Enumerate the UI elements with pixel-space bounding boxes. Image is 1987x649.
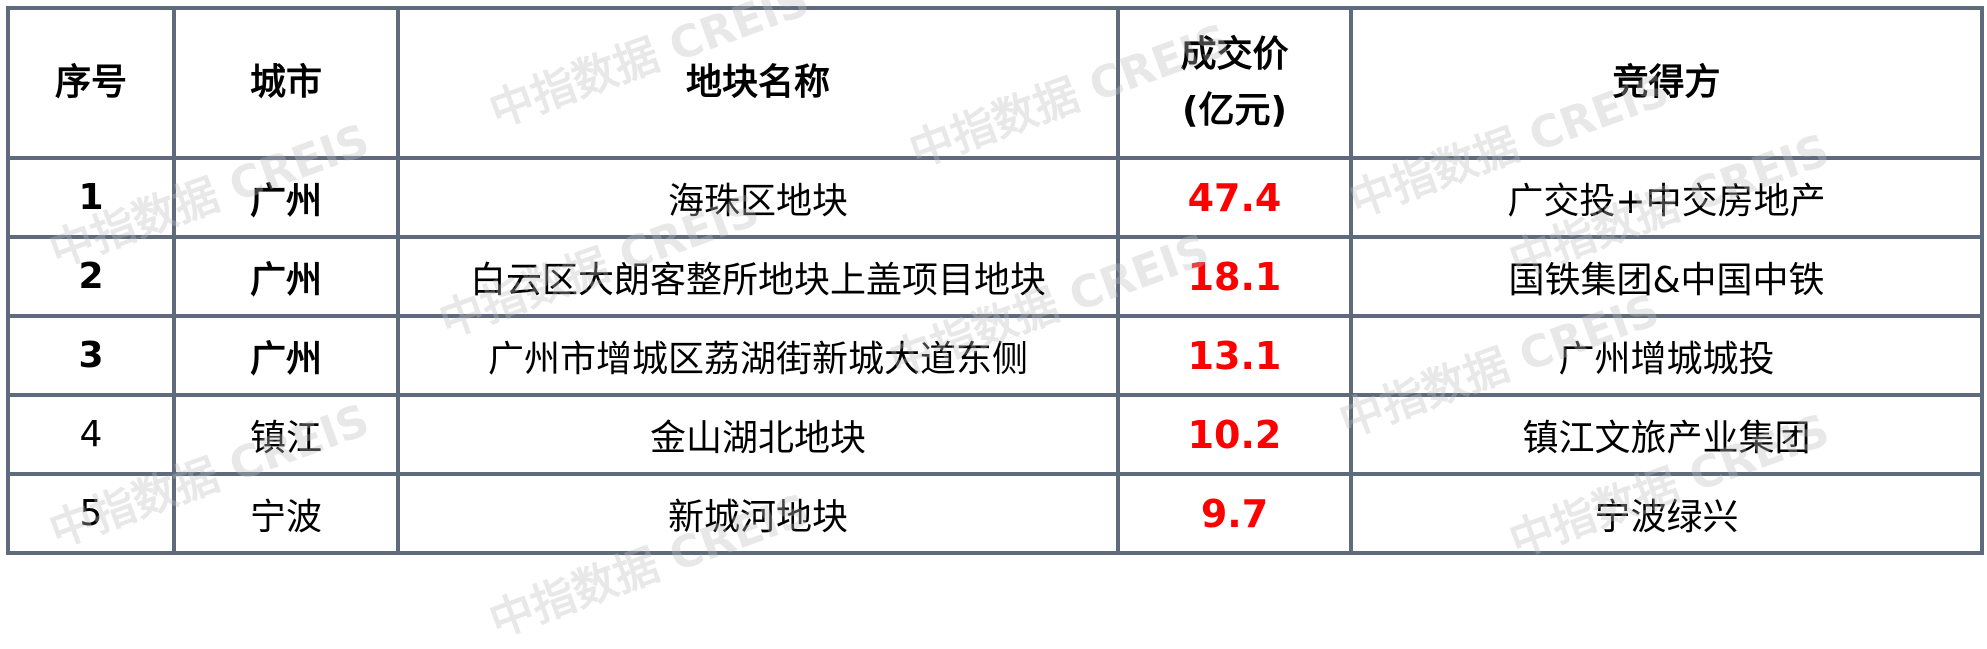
cell-city: 镇江 bbox=[172, 393, 400, 476]
cell-parcel: 新城河地块 bbox=[396, 472, 1120, 555]
cell-no: 3 bbox=[6, 314, 176, 397]
cell-no: 4 bbox=[6, 393, 176, 476]
cell-price: 13.1 bbox=[1116, 314, 1353, 397]
cell-parcel: 金山湖北地块 bbox=[396, 393, 1120, 476]
cell-price: 47.4 bbox=[1116, 156, 1353, 239]
table-row: 5 宁波 新城河地块 9.7 宁波绿兴 bbox=[6, 472, 1984, 555]
cell-no: 1 bbox=[6, 156, 176, 239]
cell-price: 18.1 bbox=[1116, 235, 1353, 318]
cell-city: 广州 bbox=[172, 156, 400, 239]
header-price-unit: (亿元) bbox=[1182, 90, 1287, 131]
cell-parcel: 白云区大朗客整所地块上盖项目地块 bbox=[396, 235, 1120, 318]
table-row: 2 广州 白云区大朗客整所地块上盖项目地块 18.1 国铁集团&中国中铁 bbox=[6, 235, 1984, 318]
cell-winner: 国铁集团&中国中铁 bbox=[1349, 235, 1984, 318]
cell-no: 2 bbox=[6, 235, 176, 318]
header-no: 序号 bbox=[6, 6, 176, 160]
cell-winner: 广州增城城投 bbox=[1349, 314, 1984, 397]
header-city: 城市 bbox=[172, 6, 400, 160]
cell-winner: 广交投+中交房地产 bbox=[1349, 156, 1984, 239]
header-row: 序号 城市 地块名称 成交价 (亿元) 竞得方 bbox=[6, 6, 1984, 160]
cell-no: 5 bbox=[6, 472, 176, 555]
table-row: 3 广州 广州市增城区荔湖街新城大道东侧 13.1 广州增城城投 bbox=[6, 314, 1984, 397]
header-parcel: 地块名称 bbox=[396, 6, 1120, 160]
header-winner: 竞得方 bbox=[1349, 6, 1984, 160]
cell-winner: 镇江文旅产业集团 bbox=[1349, 393, 1984, 476]
header-price: 成交价 (亿元) bbox=[1116, 6, 1353, 160]
header-price-label: 成交价 bbox=[1180, 34, 1289, 75]
cell-winner: 宁波绿兴 bbox=[1349, 472, 1984, 555]
table-row: 4 镇江 金山湖北地块 10.2 镇江文旅产业集团 bbox=[6, 393, 1984, 476]
cell-city: 宁波 bbox=[172, 472, 400, 555]
cell-parcel: 广州市增城区荔湖街新城大道东侧 bbox=[396, 314, 1120, 397]
cell-price: 9.7 bbox=[1116, 472, 1353, 555]
cell-city: 广州 bbox=[172, 314, 400, 397]
table-row: 1 广州 海珠区地块 47.4 广交投+中交房地产 bbox=[6, 156, 1984, 239]
cell-parcel: 海珠区地块 bbox=[396, 156, 1120, 239]
land-deals-table: 序号 城市 地块名称 成交价 (亿元) 竞得方 1 广州 海珠区地块 47.4 广交投+中… bbox=[6, 6, 1984, 555]
cell-price: 10.2 bbox=[1116, 393, 1353, 476]
cell-city: 广州 bbox=[172, 235, 400, 318]
